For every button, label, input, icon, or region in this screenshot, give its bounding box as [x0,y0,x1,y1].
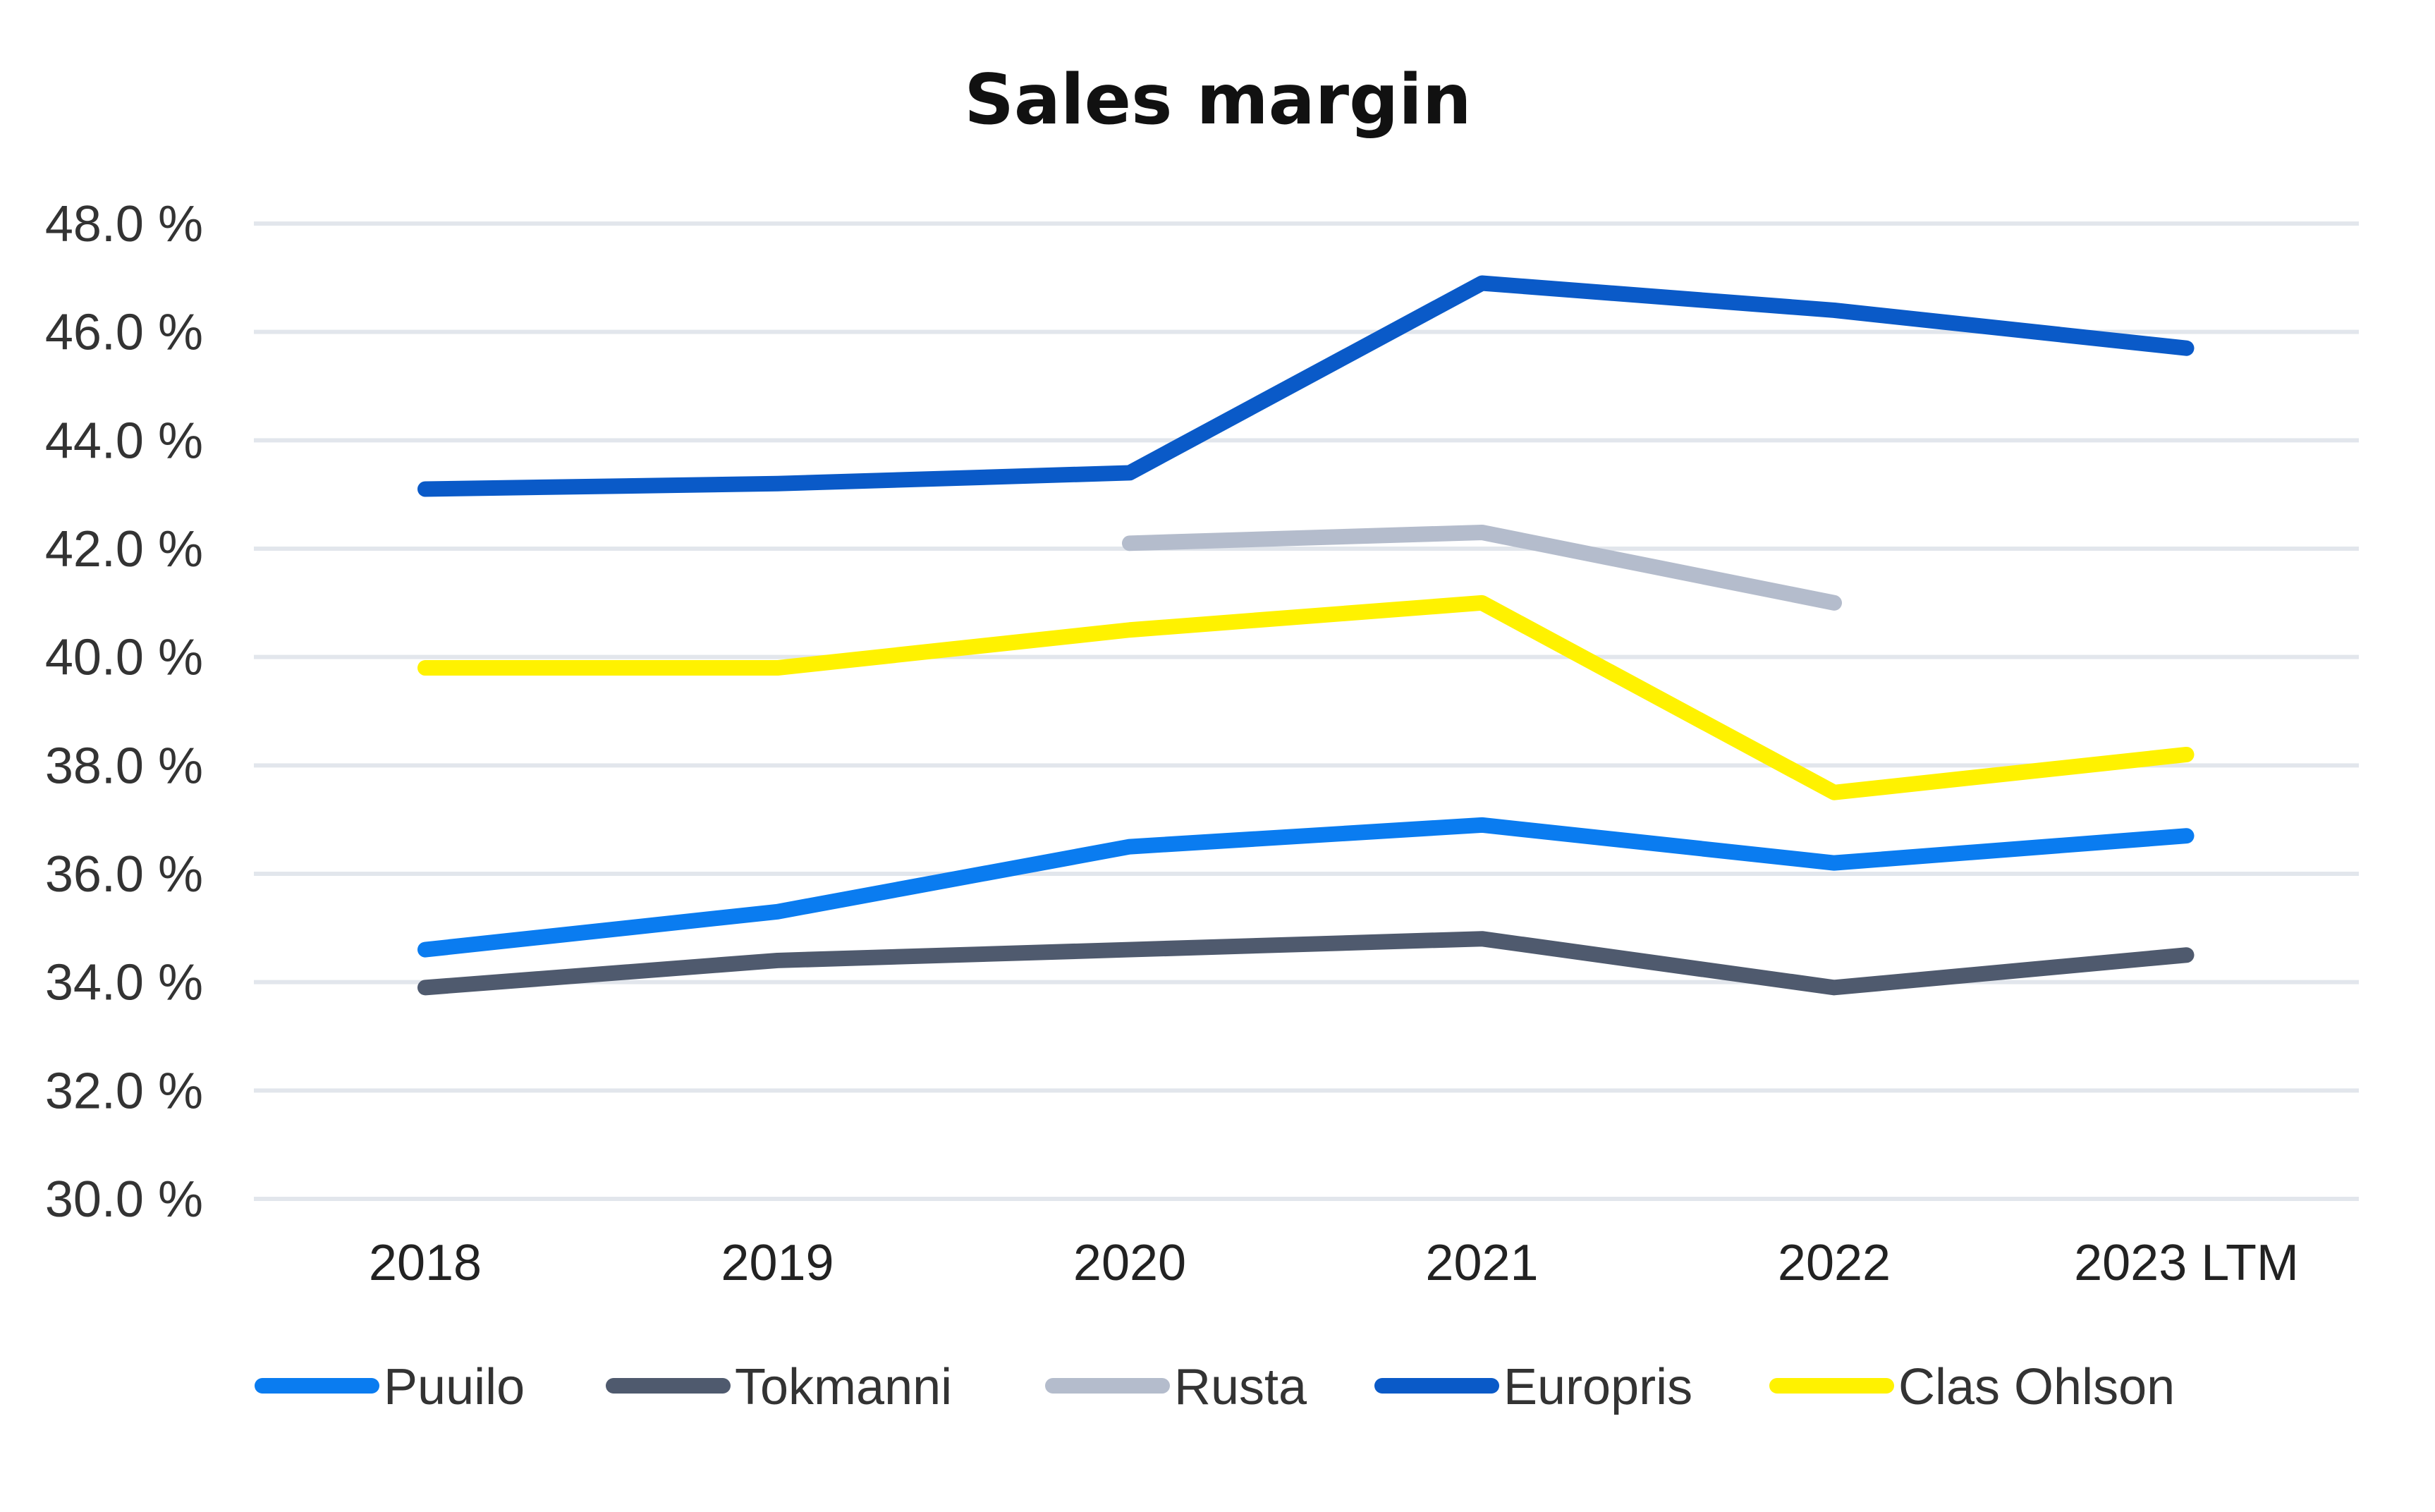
legend-label: Europris [1503,1359,1692,1415]
data-point-puuilo [777,911,779,913]
legend: Puuilo Tokmanni Rusta Europris Clas Ohlson [255,1359,2175,1415]
x-axis-ticks: 2018 2019 2020 2021 2022 2023 LTM [369,1235,2299,1291]
data-point-rusta [1129,542,1130,544]
y-tick-label: 36.0 % [45,846,203,903]
data-point-europris [777,483,779,484]
legend-item-europris: Europris [1374,1359,1692,1415]
legend-label: Tokmanni [735,1359,952,1415]
data-point-puuilo [425,949,426,951]
y-tick-label: 34.0 % [45,955,203,1011]
gridlines [254,221,2359,1201]
data-point-europris [1833,310,1835,311]
data-point-puuilo [1833,862,1835,864]
data-point-clas-ohlson [1129,629,1130,630]
data-point-europris [2186,348,2187,349]
series-line-clas-ohlson [417,595,2195,800]
legend-item-clas-ohlson: Clas Ohlson [1769,1359,2175,1415]
legend-item-puuilo: Puuilo [255,1359,525,1415]
data-point-puuilo [1129,846,1130,848]
data-point-clas-ohlson [1833,792,1835,793]
data-point-puuilo [1482,824,1483,826]
y-tick-label: 44.0 % [45,413,203,469]
x-tick-label: 2020 [1073,1235,1186,1291]
y-tick-label: 40.0 % [45,630,203,686]
x-tick-label: 2023 LTM [2074,1235,2299,1291]
y-tick-label: 38.0 % [45,738,203,794]
x-tick-label: 2018 [369,1235,482,1291]
x-tick-label: 2022 [1778,1235,1891,1291]
series-line-rusta [1122,524,1842,611]
series-line-puuilo [417,817,2195,958]
y-tick-label: 48.0 % [45,196,203,252]
legend-label: Clas Ohlson [1898,1359,2175,1415]
data-point-tokmanni [1833,987,1835,988]
data-point-clas-ohlson [425,667,426,669]
data-point-europris [425,488,426,489]
series-lines [417,275,2195,996]
data-point-tokmanni [1482,938,1483,939]
data-point-tokmanni [777,960,779,961]
y-tick-label: 32.0 % [45,1063,203,1119]
y-tick-label: 42.0 % [45,521,203,578]
legend-label: Rusta [1174,1359,1307,1415]
data-point-tokmanni [1129,949,1130,951]
data-point-rusta [1482,532,1483,533]
series-line-europris [417,275,2195,497]
data-point-europris [1482,283,1483,284]
chart-title: Sales margin [964,60,1471,140]
data-point-rusta [1833,602,1835,604]
data-point-europris [1129,472,1130,473]
y-tick-label: 30.0 % [45,1171,203,1228]
x-tick-label: 2021 [1425,1235,1538,1291]
data-point-tokmanni [425,987,426,988]
y-tick-label: 46.0 % [45,305,203,361]
data-point-clas-ohlson [2186,754,2187,755]
legend-item-rusta: Rusta [1045,1359,1307,1415]
legend-item-tokmanni: Tokmanni [606,1359,952,1415]
data-point-clas-ohlson [1482,602,1483,604]
data-point-clas-ohlson [777,667,779,669]
data-point-puuilo [2186,835,2187,836]
series-line-tokmanni [417,931,2195,996]
legend-label: Puuilo [384,1359,525,1415]
data-point-tokmanni [2186,954,2187,956]
x-tick-label: 2019 [721,1235,834,1291]
y-axis-ticks: 30.0 % 32.0 % 34.0 % 36.0 % 38.0 % 40.0 % 42.0… [45,196,203,1228]
